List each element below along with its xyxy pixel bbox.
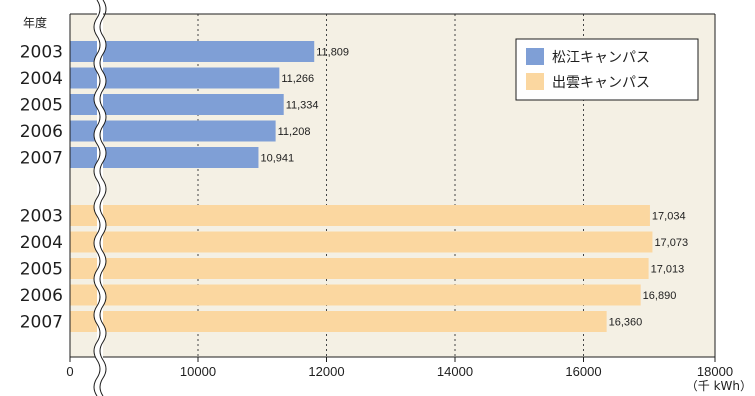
bar bbox=[70, 120, 276, 142]
x-tick-label: 18000 bbox=[697, 364, 733, 379]
data-label: 11,266 bbox=[281, 73, 314, 85]
bar bbox=[70, 258, 649, 279]
category-label: 2006 bbox=[20, 122, 63, 142]
category-label: 2005 bbox=[20, 260, 63, 280]
labels: 11,809 2003 11,266 2004 11,334 2005 11,208 2006… bbox=[20, 43, 688, 333]
x-tick-label: 12000 bbox=[308, 364, 344, 379]
axis-break-mark bbox=[93, 0, 107, 396]
legend-label: 出雲キャンパス bbox=[552, 75, 650, 91]
category-label: 2005 bbox=[20, 96, 63, 116]
data-label: 10,941 bbox=[260, 153, 294, 165]
bar bbox=[70, 205, 650, 226]
x-tick-label: 0 bbox=[66, 364, 73, 379]
data-label: 17,073 bbox=[654, 237, 688, 249]
x-tick-label: 14000 bbox=[437, 364, 473, 379]
bars bbox=[70, 41, 653, 332]
bar bbox=[70, 94, 284, 115]
bar bbox=[70, 41, 315, 62]
x-tick-label: 16000 bbox=[565, 364, 601, 379]
legend-swatch bbox=[526, 48, 544, 65]
bar bbox=[70, 67, 280, 89]
legend-swatch bbox=[526, 73, 544, 90]
category-label: 2003 bbox=[20, 207, 63, 227]
category-label: 2003 bbox=[20, 43, 63, 63]
data-label: 16,360 bbox=[609, 317, 643, 329]
data-label: 11,208 bbox=[278, 126, 311, 138]
data-label: 11,809 bbox=[316, 47, 349, 59]
bar bbox=[70, 147, 259, 168]
legend-box bbox=[515, 38, 699, 101]
bar bbox=[70, 311, 607, 332]
bar bbox=[70, 231, 653, 253]
category-label: 2007 bbox=[20, 149, 63, 169]
category-label: 2006 bbox=[20, 286, 63, 306]
unit-label: （千 kWh） bbox=[686, 379, 752, 393]
bar bbox=[70, 284, 641, 306]
category-label: 2007 bbox=[20, 313, 63, 333]
category-label: 2004 bbox=[20, 69, 63, 89]
axes: 0 10000 12000 14000 16000 18000 bbox=[66, 13, 733, 379]
y-axis-title: 年度 bbox=[23, 15, 47, 30]
x-tick-label: 10000 bbox=[180, 364, 216, 379]
category-label: 2004 bbox=[20, 233, 63, 253]
legend-label: 松江キャンパス bbox=[552, 50, 650, 66]
data-label: 11,334 bbox=[286, 100, 319, 112]
break-line bbox=[99, 0, 107, 396]
data-label: 16,890 bbox=[643, 290, 677, 302]
break-line bbox=[93, 0, 101, 396]
data-label: 17,013 bbox=[651, 264, 685, 276]
data-label: 17,034 bbox=[652, 211, 686, 223]
